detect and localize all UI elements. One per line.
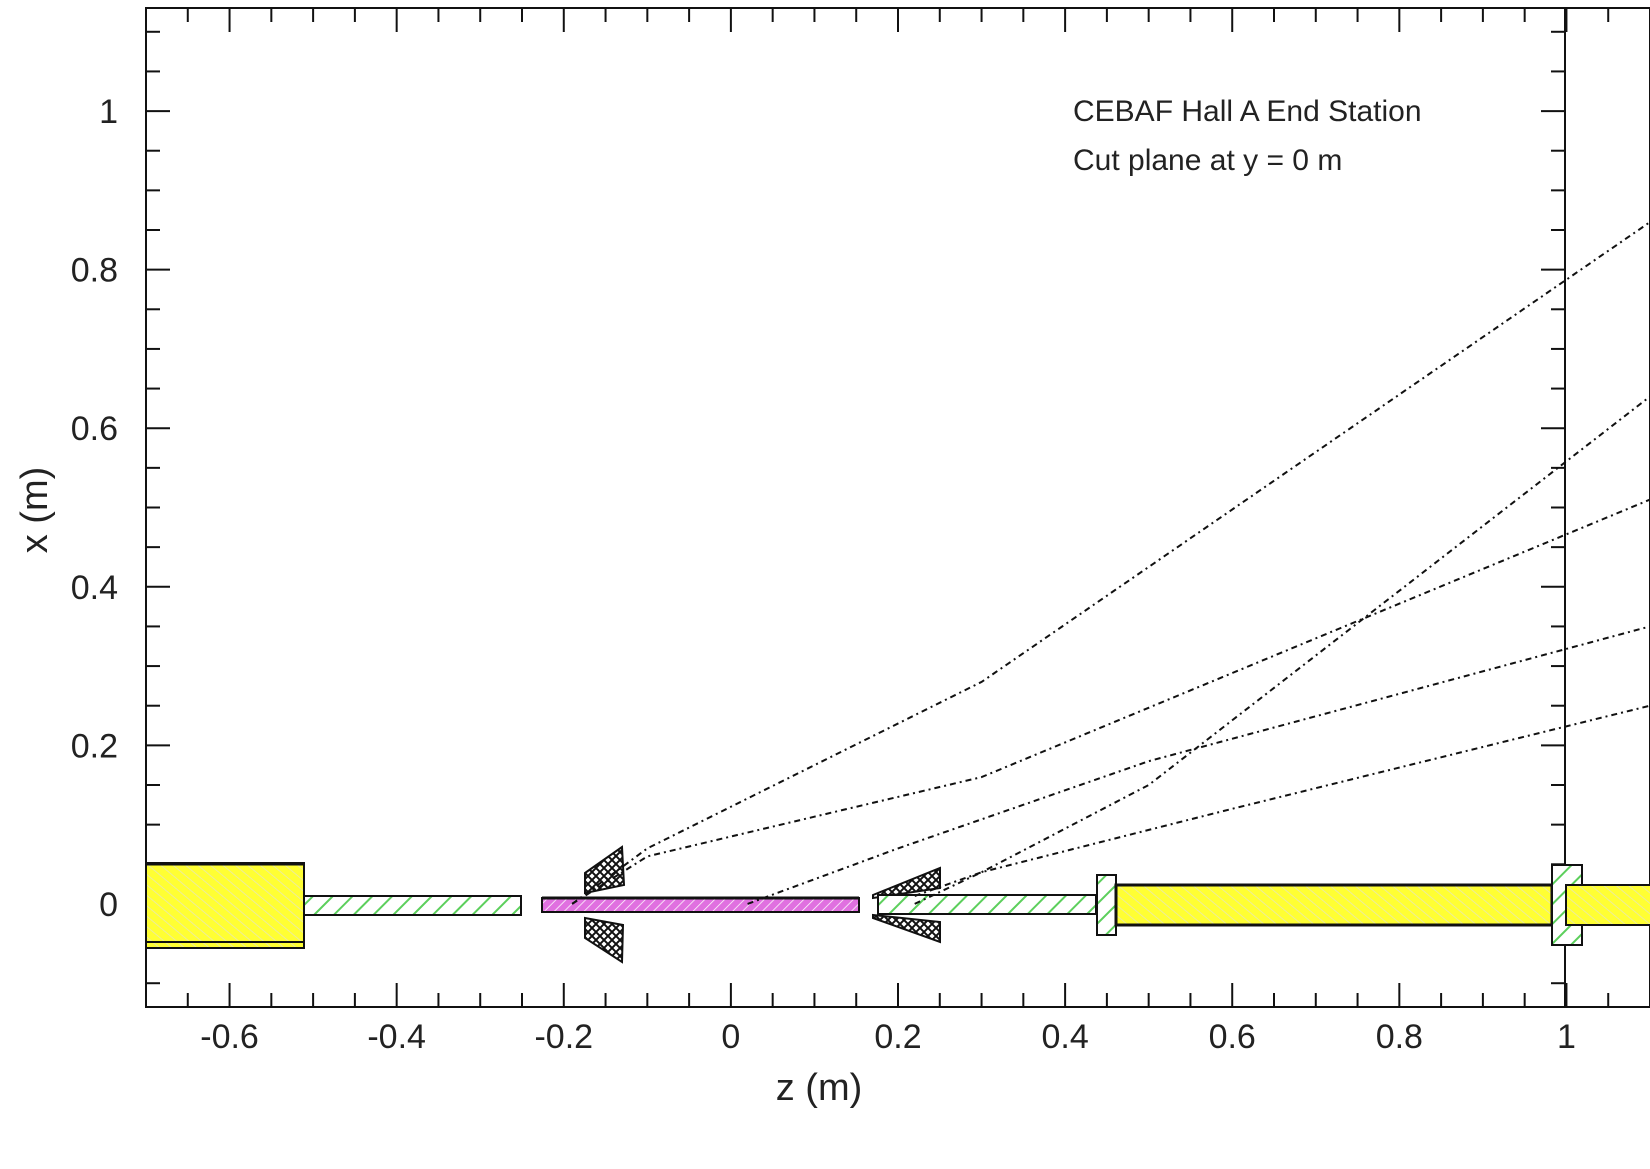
upstream-collimator-lower [584,916,625,964]
y-tick-label: 0.4 [71,569,118,607]
y-axis-label: x (m) [14,467,56,554]
ray-5 [914,704,1650,897]
upstream-collimator-upper [584,845,626,895]
upstream-yellow-block [146,862,305,949]
downstream-collimator-lower [872,913,941,944]
tick-labels: -0.6 -0.4 -0.2 0 0.2 0.4 0.6 0.8 1 0 0.2 0.4 0.6 0.8 1 [71,93,1576,1056]
x-axis-label: z (m) [776,1067,863,1109]
x-tick-label: 0.2 [874,1018,921,1056]
x-tick-label: 1 [1557,1018,1576,1056]
x-tick-label: 0.6 [1209,1018,1256,1056]
annotation-subtitle: Cut plane at y = 0 m [1073,144,1342,177]
x-tick-label: 0.8 [1376,1018,1423,1056]
downstream-green-pipe [877,894,1097,915]
ray-2 [571,498,1650,905]
ray-3 [747,625,1650,905]
y-tick-label: 0.6 [71,410,118,448]
end-yellow-pipe [1565,884,1650,926]
plot-frame [145,7,1650,1008]
particle-rays [571,221,1650,905]
annotation-title: CEBAF Hall A End Station [1073,95,1422,128]
x-tick-label: 0.4 [1041,1018,1088,1056]
ray-1 [571,221,1650,905]
y-tick-label: 0 [99,886,118,924]
x-tick-label: -0.2 [534,1018,593,1056]
axis-ticks [145,8,1650,1007]
downstream-yellow-pipe [1114,883,1554,927]
y-tick-label: 1 [99,93,118,131]
downstream-collimator-upper [872,866,941,900]
x-tick-label: -0.6 [200,1018,259,1056]
ray-4 [914,395,1650,905]
beamline-elements [146,845,1650,964]
y-tick-label: 0.8 [71,252,118,290]
upstream-green-pipe [303,895,522,916]
x-tick-label: -0.4 [367,1018,426,1056]
y-tick-label: 0.2 [71,727,118,765]
flange-1 [1096,874,1117,936]
target-cell [541,897,860,913]
x-tick-label: 0 [721,1018,740,1056]
